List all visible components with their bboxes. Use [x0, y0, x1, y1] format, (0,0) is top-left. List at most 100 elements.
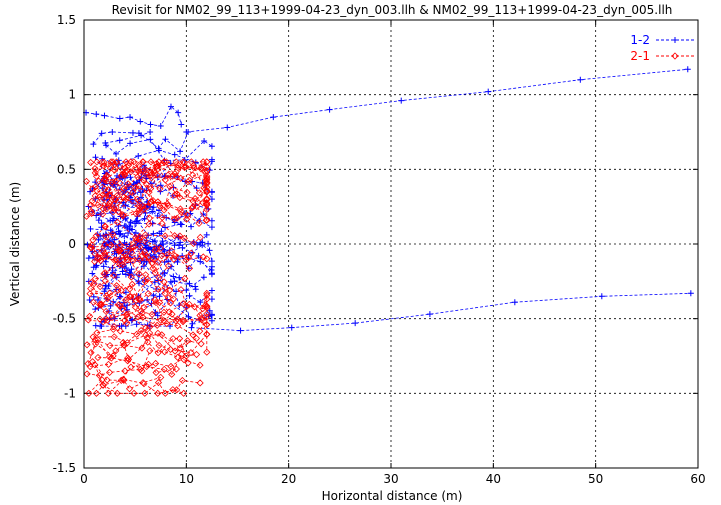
data-point	[176, 232, 184, 240]
data-point	[144, 290, 152, 298]
data-point	[160, 365, 168, 373]
data-point	[208, 287, 215, 294]
data-point	[108, 178, 116, 186]
data-point	[100, 162, 108, 170]
cluster-trace	[90, 161, 108, 178]
data-point	[129, 243, 138, 251]
data-point	[123, 190, 132, 198]
data-point	[182, 256, 190, 264]
data-point	[145, 188, 153, 196]
data-point	[97, 300, 105, 308]
data-point	[123, 241, 130, 248]
data-point	[121, 171, 129, 179]
data-point	[94, 296, 101, 303]
data-point	[176, 335, 184, 343]
data-point	[177, 148, 184, 155]
data-point	[161, 289, 169, 298]
data-point	[169, 386, 177, 394]
data-point	[133, 321, 140, 328]
series-1-2	[83, 66, 694, 334]
data-point	[141, 215, 148, 222]
data-point	[160, 317, 168, 325]
data-point	[193, 350, 201, 359]
data-point	[115, 246, 123, 254]
data-point	[195, 252, 202, 259]
data-point	[95, 371, 103, 379]
data-point	[185, 264, 194, 272]
data-point	[288, 324, 295, 331]
data-point	[174, 164, 182, 172]
data-point	[83, 370, 91, 378]
data-point	[106, 289, 114, 297]
data-point	[136, 365, 144, 374]
data-point	[187, 249, 195, 257]
data-point	[208, 158, 215, 165]
y-tick-label: -1.5	[53, 461, 76, 475]
data-point	[196, 327, 204, 335]
data-point	[168, 172, 176, 180]
data-point	[189, 249, 196, 256]
data-point	[88, 358, 97, 366]
data-point	[150, 167, 158, 175]
data-point	[164, 294, 172, 302]
data-point	[178, 221, 185, 228]
data-point	[90, 293, 97, 300]
cluster-trace	[105, 206, 213, 228]
data-point	[95, 193, 104, 201]
data-point	[91, 165, 99, 173]
data-point	[147, 136, 154, 143]
cluster-trace	[95, 275, 186, 298]
data-point	[203, 172, 211, 180]
data-point	[107, 217, 114, 224]
plot-frame	[83, 19, 699, 469]
data-point	[237, 327, 244, 334]
data-point	[182, 163, 190, 171]
data-point	[119, 211, 127, 219]
data-point	[203, 158, 211, 166]
data-point	[130, 389, 138, 397]
data-point	[102, 307, 110, 316]
data-point	[152, 245, 161, 253]
data-point	[164, 171, 172, 179]
data-point	[141, 236, 149, 245]
data-point	[166, 299, 175, 307]
data-point	[87, 225, 94, 232]
data-point	[87, 207, 95, 216]
data-point	[87, 243, 95, 252]
data-point	[188, 324, 195, 331]
data-point	[203, 216, 211, 224]
data-point	[152, 359, 160, 368]
data-point	[93, 329, 101, 337]
data-point	[110, 271, 118, 280]
y-tick-label: 1.5	[57, 13, 76, 27]
data-point	[104, 186, 112, 194]
data-point	[154, 312, 161, 319]
data-point	[154, 389, 162, 397]
data-point	[136, 170, 144, 178]
data-point	[129, 257, 137, 265]
data-point	[141, 389, 149, 397]
data-point	[162, 158, 170, 166]
data-point	[132, 236, 140, 245]
data-point	[116, 137, 123, 144]
data-point	[192, 286, 199, 293]
data-point	[156, 185, 164, 193]
data-point	[92, 183, 100, 191]
data-point	[138, 309, 146, 317]
data-point	[485, 88, 492, 95]
data-point	[110, 166, 119, 174]
data-point	[191, 303, 199, 311]
data-point	[109, 325, 117, 333]
data-point	[157, 373, 165, 381]
data-point	[135, 182, 143, 190]
data-point	[87, 201, 95, 209]
cluster-trace	[102, 198, 187, 220]
data-point	[116, 302, 124, 310]
data-point	[170, 273, 177, 280]
data-point	[86, 312, 94, 320]
plot-area	[82, 66, 694, 397]
series-line	[85, 105, 182, 127]
data-point	[85, 389, 93, 397]
data-point	[130, 158, 138, 166]
data-point	[197, 258, 204, 265]
